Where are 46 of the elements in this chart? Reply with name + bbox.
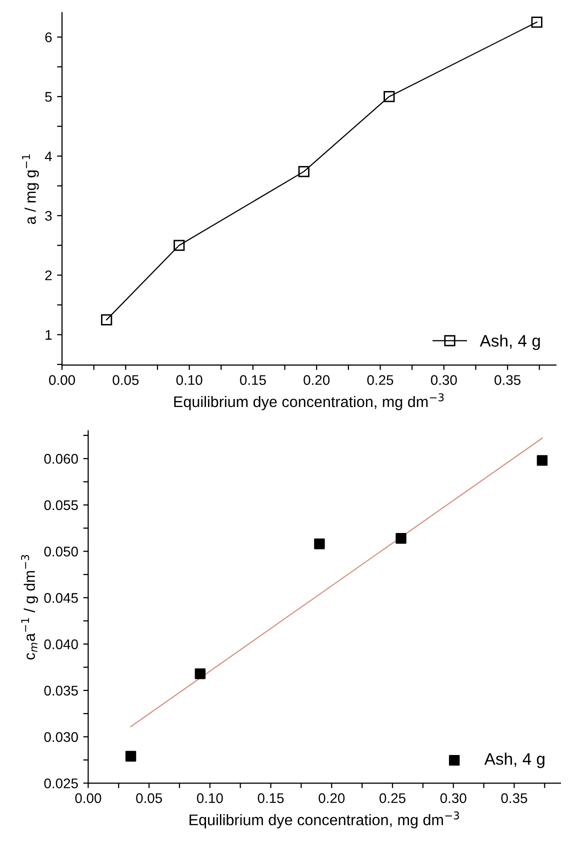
point — [174, 240, 185, 251]
y-tick-label: 3 — [45, 210, 52, 221]
point — [125, 750, 136, 762]
y-tick-label: 0.035 — [44, 686, 78, 696]
x-tick-label: 0.25 — [380, 793, 406, 804]
y-tick-label: 4 — [44, 152, 52, 162]
point — [101, 314, 112, 326]
x-tick-label: 0.35 — [494, 375, 520, 385]
x-tick-label: 0.05 — [112, 375, 139, 385]
y-tick-label: 6 — [45, 32, 52, 42]
y-tick-label: 5 — [45, 92, 52, 102]
x-tick-label: 0.00 — [49, 375, 75, 385]
y-tick-label: 0.055 — [44, 500, 78, 510]
point — [298, 166, 310, 178]
point — [396, 532, 406, 544]
y-tick-label: 2 — [45, 270, 52, 280]
y-axis-title: a / mg g$^{−1}$ — [22, 154, 39, 224]
y-axis-title: c$_{m}$a$^{−1}$ / g dm$^{−3}$ — [21, 555, 38, 660]
legend-label: Ash, 4 g — [480, 334, 540, 350]
x-tick-label: 0.10 — [196, 793, 223, 804]
x-tick-label: 0.15 — [240, 375, 266, 385]
legend-label: Ash, 4 g — [484, 752, 544, 768]
y-tick-label: 0.050 — [44, 546, 78, 556]
x-axis-title: Equilibrium dye concentration, mg dm$^{−3}$ — [174, 393, 444, 410]
y-tick-label: 0.025 — [44, 778, 78, 788]
x-tick-label: 0.30 — [430, 375, 457, 385]
x-tick-label: 0.35 — [501, 793, 528, 804]
y-tick-label: 0.030 — [44, 732, 78, 742]
y-tick-label: 0.045 — [44, 593, 78, 603]
x-tick-label: 0.20 — [318, 793, 345, 804]
x-tick-label: 0.05 — [136, 793, 162, 804]
y-tick-label: 0.060 — [44, 454, 78, 464]
point — [531, 16, 542, 28]
x-tick-label: 0.25 — [367, 375, 394, 385]
y-tick-label: 1 — [46, 330, 52, 340]
x-tick-label: 0.20 — [304, 375, 330, 385]
x-axis-title: Equilibrium dye concentration, mg dm$^{−3}$ — [190, 811, 460, 828]
point — [314, 538, 325, 550]
point — [194, 668, 206, 680]
x-tick-label: 0.10 — [176, 375, 202, 385]
point — [536, 455, 548, 466]
y-tick-label: 0.040 — [44, 639, 78, 650]
point — [384, 91, 395, 102]
x-tick-label: 0.30 — [440, 793, 466, 804]
x-tick-label: 0.15 — [258, 793, 284, 804]
x-tick-label: 0.00 — [75, 793, 102, 804]
